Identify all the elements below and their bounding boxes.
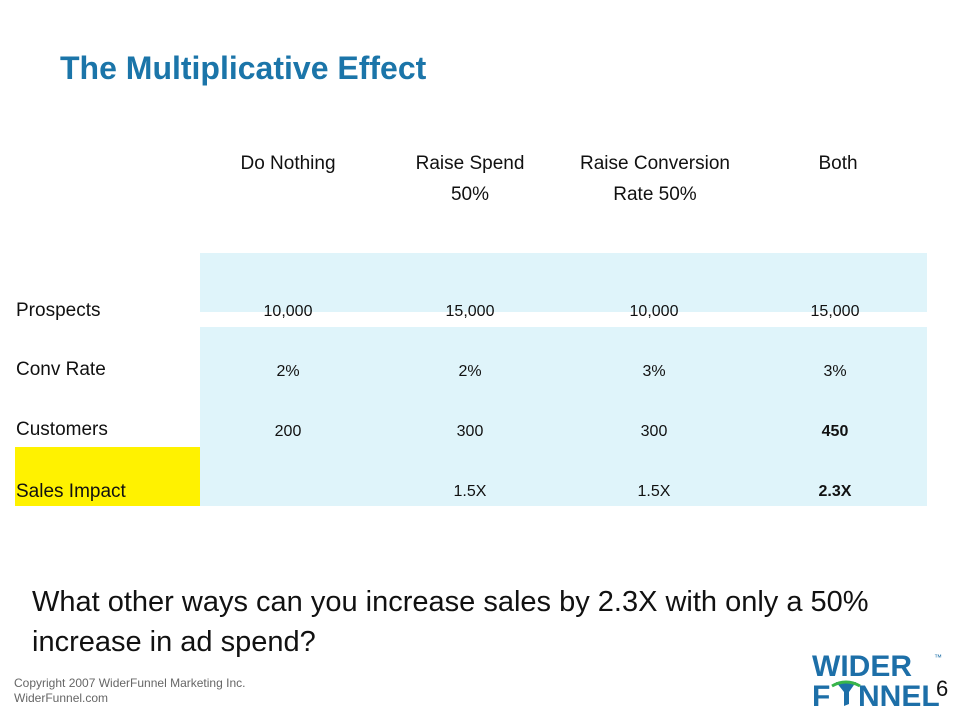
row-label-customers: Customers [16, 419, 108, 440]
slide-title: The Multiplicative Effect [60, 50, 427, 86]
column-header-both: Both [818, 153, 858, 174]
logo-word-nnel: NNEL [858, 680, 940, 710]
table-cell: 300 [456, 423, 484, 440]
copyright-line: Copyright 2007 WiderFunnel Marketing Inc… [14, 676, 246, 690]
table-cell: 10,000 [629, 303, 679, 320]
question-text: What other ways can you increase sales b… [32, 586, 869, 658]
column-header-do-nothing: Do Nothing [240, 153, 336, 174]
table-cell: 3% [642, 363, 666, 380]
copyright-notice: Copyright 2007 WiderFunnel Marketing Inc… [14, 676, 245, 706]
row-band-sales-impact [200, 446, 927, 506]
logo-trademark: ™ [934, 653, 942, 662]
table-cell: 1.5X [453, 483, 487, 500]
logo-word-wider: WIDER [812, 650, 912, 683]
website-line: WiderFunnel.com [14, 691, 109, 705]
row-label-prospects: Prospects [16, 300, 101, 321]
widerfunnel-logo: WIDER ™ F NNEL [808, 648, 948, 713]
column-header-raise-conversion: Raise Conversion Rate 50% [580, 153, 730, 205]
table-cell: 2% [458, 363, 482, 380]
table-cell: 1.5X [637, 483, 671, 500]
table-cell: 15,000 [445, 303, 495, 320]
table-cell: 2.3X [818, 483, 852, 500]
row-label-sales-impact: Sales Impact [16, 481, 126, 502]
row-band-conv-rate [200, 327, 927, 386]
funnel-icon: WIDER ™ F NNEL [812, 650, 942, 713]
table-cell: 10,000 [263, 303, 313, 320]
page-number: 6 [936, 676, 949, 701]
row-label-conv-rate: Conv Rate [16, 359, 106, 380]
table-cell: 450 [821, 423, 849, 440]
logo-word-f: F [812, 680, 830, 710]
table-cell: 300 [640, 423, 668, 440]
row-band-customers [200, 386, 927, 446]
sales-impact-highlight [15, 447, 200, 506]
table-cell: 200 [274, 423, 302, 440]
table-cell: 3% [823, 363, 847, 380]
table-cell: 15,000 [810, 303, 860, 320]
row-band-prospects [200, 253, 927, 312]
column-header-raise-spend: Raise Spend 50% [415, 153, 525, 205]
table-cell: 2% [276, 363, 300, 380]
